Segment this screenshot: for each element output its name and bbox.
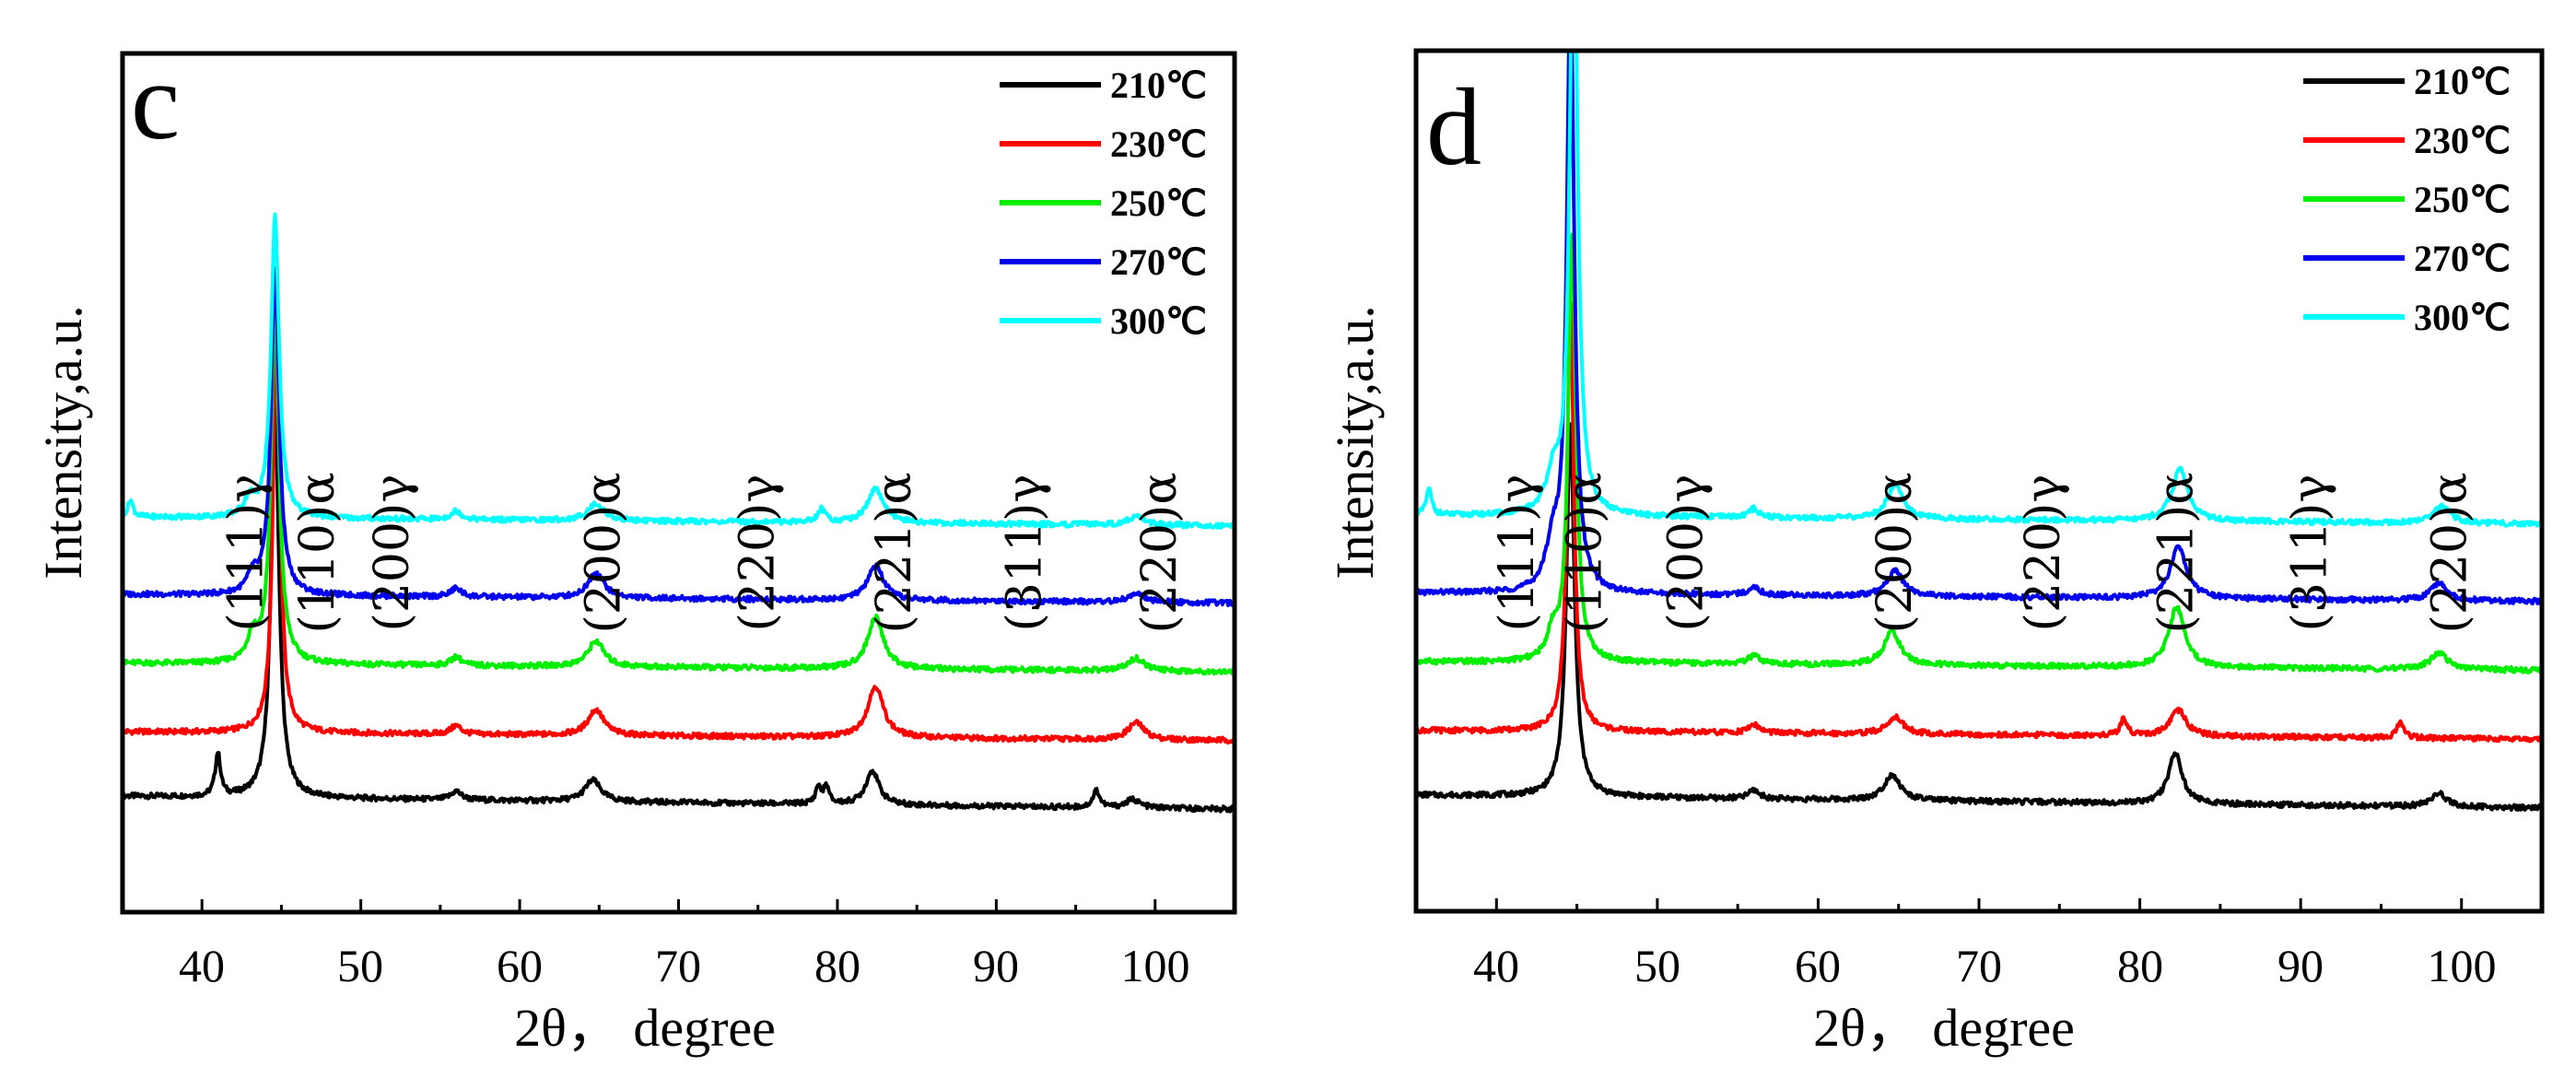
panel-d-x-tick-50: 50 xyxy=(1634,940,1680,991)
panel-c-legend: 210℃ 230℃ 250℃ 270℃ 300℃ xyxy=(1000,64,1207,342)
panel-d-peak-label-220a: (220)α xyxy=(2422,473,2477,634)
panel-c-peak-label-110a: (110)α xyxy=(290,473,345,634)
panel-c-legend-label-300: 300℃ xyxy=(1110,300,1207,342)
panel-d-x-tick-100: 100 xyxy=(2428,940,2497,991)
panel-c-series-300c xyxy=(123,212,1235,530)
panel-d-peak-label-111g: (111)γ xyxy=(1490,475,1545,632)
panel-c-peak-label-220a: (220)α xyxy=(1132,473,1188,634)
panel-c-legend-label-230: 230℃ xyxy=(1110,123,1207,165)
panel-c-legend-label-210: 210℃ xyxy=(1110,64,1207,106)
panel-d-x-tick-60: 60 xyxy=(1795,940,1841,991)
panel-d-series-270c xyxy=(1416,51,2542,605)
panel-d-legend-label-270: 270℃ xyxy=(2414,238,2511,279)
panel-d-peak-label-110a: (110)α xyxy=(1557,473,1612,634)
panel-d-x-tick-90: 90 xyxy=(2277,940,2324,991)
panel-d-legend-label-250: 250℃ xyxy=(2414,179,2511,220)
panel-d-legend-label-230: 230℃ xyxy=(2414,120,2511,161)
panel-c-x-tick-80: 80 xyxy=(814,940,861,991)
panel-d: d 40 50 60 70 80 90 100 2θ， degree Inten… xyxy=(1325,48,2545,1058)
panel-c-peak-label-200g: (200)γ xyxy=(365,475,420,632)
panel-c-legend-label-270: 270℃ xyxy=(1110,241,1207,283)
panel-d-x-tick-80: 80 xyxy=(2117,940,2163,991)
panel-d-x-tick-70: 70 xyxy=(1956,940,2002,991)
panel-c: c 40 50 60 70 80 90 100 2θ， degree Inten… xyxy=(33,40,1237,1058)
panel-c-letter: c xyxy=(131,40,180,162)
panel-d-peak-label-220g: (220)γ xyxy=(2016,475,2071,632)
panel-d-legend: 210℃ 230℃ 250℃ 270℃ 300℃ xyxy=(2303,61,2511,338)
panel-d-x-tick-40: 40 xyxy=(1473,940,1519,991)
panel-c-legend-label-250: 250℃ xyxy=(1110,182,1207,224)
panel-d-peak-label-200a: (200)α xyxy=(1868,473,1923,634)
panel-d-series-250c xyxy=(1416,232,2542,674)
panel-d-letter: d xyxy=(1426,65,1481,188)
panel-c-peak-label-111g: (111)γ xyxy=(218,475,274,632)
panel-c-series-230c xyxy=(123,288,1235,745)
panel-d-legend-label-210: 210℃ xyxy=(2414,61,2511,102)
panel-d-y-axis-title: Intensity,a.u. xyxy=(1325,305,1385,579)
panel-d-legend-label-300: 300℃ xyxy=(2414,297,2511,338)
panel-c-y-axis-title: Intensity,a.u. xyxy=(33,305,93,579)
panel-d-peak-label-200g: (200)γ xyxy=(1658,475,1714,632)
panel-c-x-tick-40: 40 xyxy=(179,940,225,991)
panel-d-series-210c xyxy=(1416,422,2542,812)
panel-c-x-tick-70: 70 xyxy=(655,940,701,991)
panel-c-series-270c xyxy=(123,266,1235,607)
panel-d-peak-label-311g: (311)γ xyxy=(2283,475,2338,632)
panel-c-x-tick-50: 50 xyxy=(337,940,383,991)
panel-d-x-ticks: 40 50 60 70 80 90 100 xyxy=(1473,940,2497,991)
panel-c-peak-label-200a: (200)α xyxy=(576,473,631,634)
panel-c-peak-label-311g: (311)γ xyxy=(997,475,1052,632)
panel-c-peak-label-220g: (220)γ xyxy=(731,475,786,632)
panel-c-series-210c xyxy=(123,398,1235,814)
panel-c-peak-label-221a: (221)α xyxy=(867,473,922,634)
panel-c-traces xyxy=(123,212,1235,814)
panel-d-peak-label-221a: (221)α xyxy=(2149,473,2205,634)
panel-c-series-250c xyxy=(123,299,1235,676)
panel-c-x-axis-title: 2θ， degree xyxy=(514,998,776,1058)
panel-c-x-tick-90: 90 xyxy=(973,940,1019,991)
panel-c-x-ticks: 40 50 60 70 80 90 100 xyxy=(179,940,1190,991)
panel-d-series-300c xyxy=(1416,51,2542,528)
panel-d-peak-labels: (111)γ (110)α (200)γ (200)α (220)γ (221)… xyxy=(1490,473,2478,634)
panel-d-traces xyxy=(1416,51,2542,812)
panel-c-x-tick-60: 60 xyxy=(497,940,543,991)
panel-d-series-230c xyxy=(1416,299,2542,744)
panel-c-peak-labels: (111)γ (110)α (200)γ (200)α (220)γ (221)… xyxy=(218,473,1187,634)
panel-c-x-tick-100: 100 xyxy=(1121,940,1190,991)
panel-d-x-axis-title: 2θ， degree xyxy=(1813,998,2075,1058)
